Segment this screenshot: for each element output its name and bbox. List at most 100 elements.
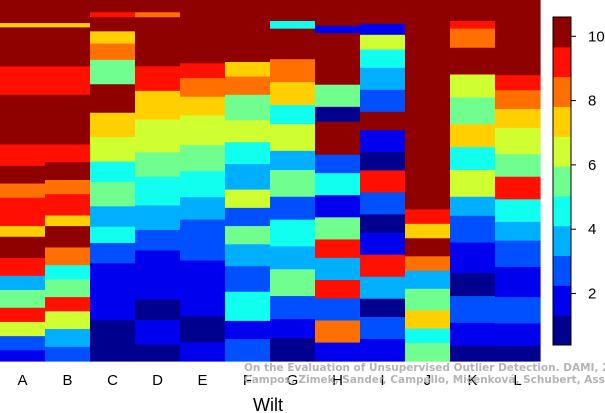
heatmap-cell-E-8 (180, 219, 226, 239)
heatmap-cell-G-13 (270, 296, 316, 320)
heatmap-cell-H-13 (315, 298, 361, 322)
heatmap-cell-H-12 (315, 279, 361, 299)
heatmap-cell-I-3 (360, 49, 406, 69)
heatmap-cell-I-9 (360, 170, 406, 194)
heatmap-cell-I-4 (360, 67, 406, 91)
heatmap-cell-K-8 (450, 169, 496, 198)
heatmap-cell-E-7 (180, 197, 226, 221)
colorbar-segment-5 (553, 166, 571, 197)
colorbar-segment-9 (553, 46, 571, 78)
heatmap-cell-E-9 (180, 238, 226, 262)
heatmap-cell-B-10 (45, 226, 91, 249)
heatmap-cell-L-2 (495, 90, 541, 110)
x-tick-G: G (287, 372, 299, 389)
heatmap-cell-E-3 (180, 96, 226, 116)
heatmap-cell-L-3 (495, 109, 541, 129)
heatmap-cell-E-10 (180, 260, 226, 288)
heatmap-cell-A-17 (0, 350, 46, 362)
x-tick-J: J (424, 372, 432, 389)
heatmap-cell-G-2 (270, 28, 316, 60)
heatmap-cell-B-3 (45, 66, 91, 96)
heatmap-cell-D-11 (135, 270, 181, 301)
heatmap-cell-C-0 (90, 0, 136, 13)
heatmap-cell-G-14 (270, 318, 316, 339)
heatmap-cell-H-14 (315, 320, 361, 344)
colorbar: 2 4 6 8 10 (552, 16, 605, 346)
x-tick-I: I (380, 372, 384, 389)
colorbar-segment-1 (553, 285, 571, 316)
heatmap-cell-A-7 (0, 183, 46, 199)
heatmap-cell-G-15 (270, 338, 316, 362)
heatmap-cell-F-4 (225, 120, 271, 143)
colorbar-segment-2 (553, 255, 571, 286)
heatmap-cell-I-0 (360, 0, 406, 25)
heatmap-cell-B-5 (45, 144, 91, 163)
heatmap-cell-B-1 (45, 23, 91, 28)
heatmap-cell-A-11 (0, 258, 46, 277)
heatmap-cell-A-13 (0, 290, 46, 309)
heatmap-cell-H-6 (315, 154, 361, 174)
heatmap-cell-I-14 (360, 276, 406, 300)
heatmap-cell-C-7 (90, 112, 136, 138)
heatmap-cell-I-10 (360, 192, 406, 215)
heatmap-cell-F-14 (225, 339, 271, 362)
heatmap-cell-I-11 (360, 214, 406, 234)
heatmap-cell-G-11 (270, 246, 316, 270)
heatmap-cell-E-12 (180, 316, 226, 343)
heatmap-cell-L-6 (495, 176, 541, 200)
heatmap-cell-A-0 (0, 0, 46, 24)
heatmap-cell-F-13 (225, 320, 271, 340)
heatmap-cell-H-5 (315, 121, 361, 156)
heatmap-cell-I-6 (360, 111, 406, 131)
x-tick-D: D (152, 372, 163, 389)
x-tick-A: A (17, 372, 27, 389)
heatmap-cell-C-9 (90, 161, 136, 183)
heatmap-cell-B-16 (45, 329, 91, 348)
heatmap-cell-J-2 (405, 223, 451, 239)
heatmap-cell-K-10 (450, 215, 496, 244)
heatmap-cell-D-4 (135, 90, 181, 121)
heatmap-cell-B-8 (45, 194, 91, 217)
heatmap-cell-L-11 (495, 297, 541, 324)
colorbar-segment-3 (553, 225, 571, 257)
heatmap-cell-C-4 (90, 43, 136, 61)
heatmap-cell-K-9 (450, 196, 496, 217)
heatmap-cell-K-6 (450, 124, 496, 148)
heatmap-cell-F-12 (225, 291, 271, 322)
heatmap-cell-G-7 (270, 150, 316, 171)
heatmap-cell-L-0 (495, 0, 541, 76)
heatmap-cell-D-5 (135, 119, 181, 153)
heatmap-cell-L-13 (495, 345, 541, 362)
heatmap-cell-H-2 (315, 33, 361, 86)
heatmap-cell-L-9 (495, 240, 541, 268)
x-tick-C: C (107, 372, 118, 389)
heatmap-cell-F-5 (225, 142, 271, 165)
heatmap-cell-K-11 (450, 242, 496, 274)
heatmap-cell-E-2 (180, 78, 226, 98)
heatmap-cell-D-6 (135, 152, 181, 178)
heatmap-cell-J-5 (405, 270, 451, 290)
heatmap-cell-B-11 (45, 247, 91, 266)
heatmap-cell-F-9 (225, 226, 271, 245)
heatmap-cell-D-14 (135, 344, 181, 362)
heatmap-cell-L-8 (495, 221, 541, 242)
heatmap-cell-B-14 (45, 297, 91, 312)
heatmap-cell-A-9 (0, 226, 46, 238)
heatmap-cell-I-12 (360, 232, 406, 256)
colorbar-tick-label-2: 2 (588, 286, 596, 303)
colorbar-tick-label-10: 10 (588, 28, 605, 45)
heatmap-cells (0, 0, 541, 362)
heatmap-cell-K-7 (450, 147, 496, 171)
heatmap-cell-F-2 (225, 76, 271, 96)
heatmap-cell-K-3 (450, 47, 496, 76)
heatmap-cell-C-11 (90, 206, 136, 228)
credit-line-1: On the Evaluation of Unsupervised Outlie… (244, 362, 605, 374)
heatmap-cell-C-17 (90, 348, 136, 362)
colorbar-segment-7 (553, 106, 571, 137)
heatmap-cell-E-1 (180, 63, 226, 79)
heatmap-cell-H-15 (315, 342, 361, 362)
heatmap-cell-E-4 (180, 115, 226, 146)
heatmap-cell-A-2 (0, 27, 46, 67)
heatmap-cell-A-15 (0, 321, 46, 337)
